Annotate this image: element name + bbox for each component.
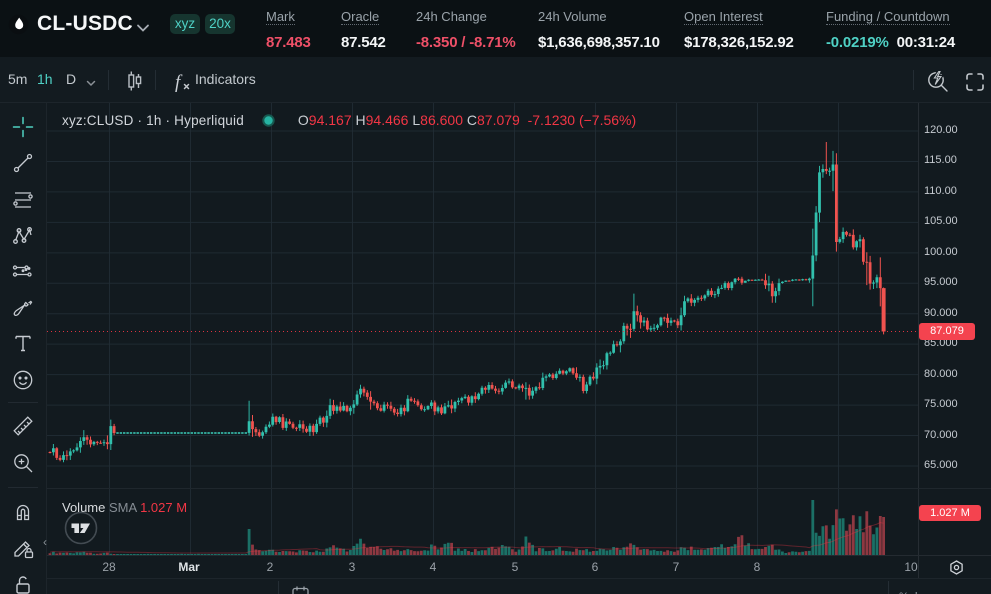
svg-text:f: f xyxy=(175,72,183,93)
